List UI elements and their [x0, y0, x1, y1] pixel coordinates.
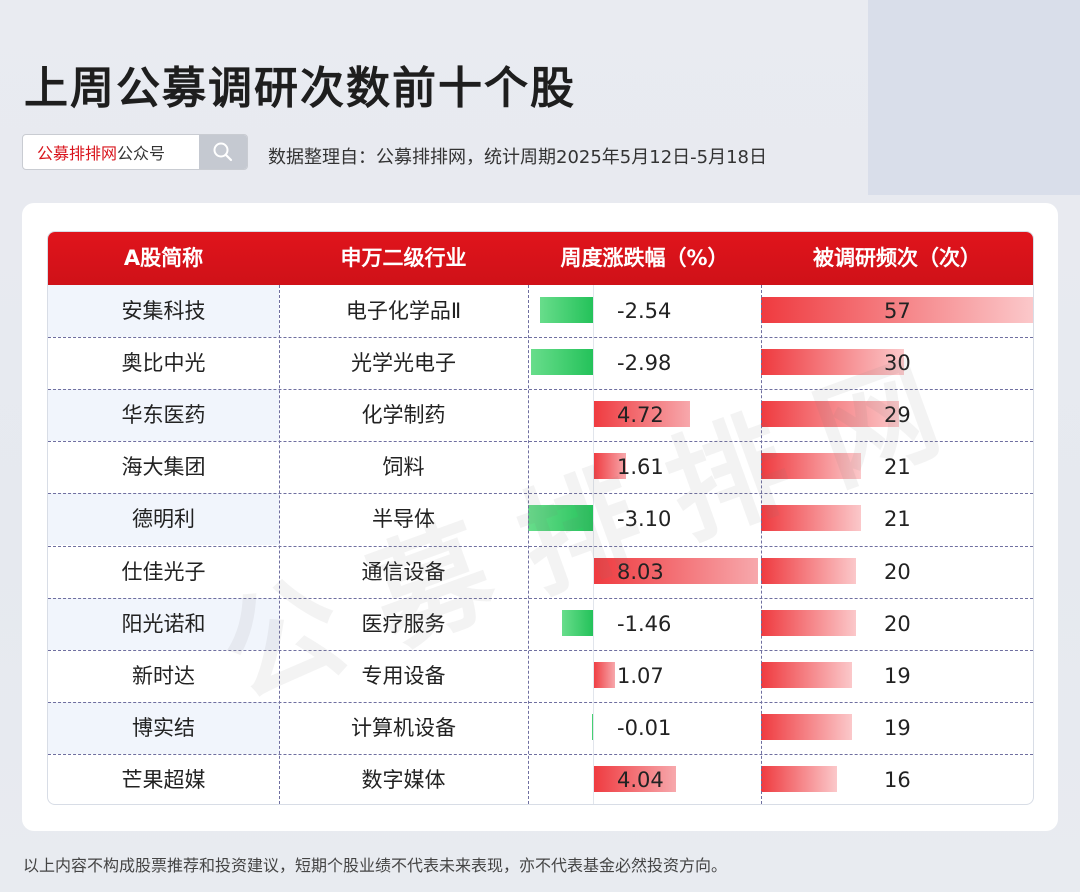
change-value: 4.72 [617, 403, 664, 428]
frequency-bar [761, 713, 852, 740]
table-row: 华东医药 化学制药 4.72 29 [48, 389, 1033, 442]
frequency-value: 57 [884, 299, 911, 323]
table-row: 博实结 计算机设备 -0.01 19 [48, 701, 1033, 754]
frequency-value: 21 [884, 507, 911, 532]
table-row: 德明利 半导体 -3.10 21 [48, 493, 1033, 546]
change-value: 4.04 [617, 767, 664, 792]
change-bar [562, 609, 593, 636]
table-row: 奥比中光 光学光电子 -2.98 30 [48, 337, 1033, 389]
row-divider [48, 389, 1033, 391]
change-value: -1.46 [617, 611, 672, 636]
frequency-value: 16 [884, 767, 911, 792]
change-bar [539, 297, 593, 323]
change-bar [593, 661, 615, 688]
cell-stock-name: 安集科技 [48, 285, 279, 337]
cell-industry: 半导体 [372, 507, 435, 532]
cell-stock-name: 新时达 [132, 663, 195, 688]
row-divider [48, 701, 1033, 703]
row-divider [48, 597, 1033, 599]
row-divider [48, 545, 1033, 547]
zero-line [593, 285, 594, 804]
search-box[interactable]: 公募排排网公众号 [22, 134, 248, 170]
column-divider [279, 285, 280, 804]
row-divider [48, 337, 1033, 339]
table-row: 芒果超媒 数字媒体 4.04 16 [48, 754, 1033, 804]
cell-stock-name: 奥比中光 [121, 351, 206, 376]
cell-industry: 专用设备 [361, 663, 446, 688]
search-account: 公众号 [117, 144, 166, 163]
change-value: -2.98 [617, 351, 672, 376]
table-row: 阳光诺和 医疗服务 -1.46 20 [48, 597, 1033, 650]
change-bar [593, 401, 690, 428]
change-bar [593, 765, 676, 792]
frequency-bar [761, 349, 905, 376]
header-industry: 申万二级行业 [340, 246, 467, 270]
row-divider [48, 753, 1033, 755]
search-icon [213, 142, 233, 162]
search-button[interactable] [199, 135, 247, 169]
table-row: 仕佳光子 通信设备 8.03 20 [48, 546, 1033, 598]
row-divider [48, 441, 1033, 443]
research-table: A股简称 申万二级行业 周度涨跌幅（%） 被调研频次（次） 安集科技 电子化学品Ⅱ… [47, 231, 1034, 805]
table-row: 新时达 专用设备 1.07 19 [48, 650, 1033, 702]
search-brand: 公募排排网 [37, 144, 118, 163]
table-row: 安集科技 电子化学品Ⅱ -2.54 57 [48, 285, 1033, 337]
cell-industry: 饲料 [382, 455, 425, 480]
cell-stock-name: 芒果超媒 [121, 767, 206, 792]
cell-industry: 电子化学品Ⅱ [345, 299, 462, 323]
table-header: A股简称 申万二级行业 周度涨跌幅（%） 被调研频次（次） [48, 232, 1033, 285]
frequency-value: 19 [884, 663, 911, 688]
frequency-bar [761, 505, 862, 532]
header-weekly-change: 周度涨跌幅（%） [560, 246, 729, 270]
header-research-frequency: 被调研频次（次） [813, 246, 981, 270]
row-divider [48, 493, 1033, 495]
frequency-value: 21 [884, 455, 911, 480]
page-title: 上周公募调研次数前十个股 [24, 63, 576, 114]
frequency-bar [761, 609, 857, 636]
table-row: 海大集团 饲料 1.61 21 [48, 441, 1033, 493]
frequency-bar [761, 765, 838, 792]
cell-stock-name: 华东医药 [48, 389, 279, 442]
frequency-value: 19 [884, 715, 911, 740]
change-bar [593, 557, 758, 584]
cell-stock-name: 阳光诺和 [48, 597, 279, 650]
change-bar [593, 453, 627, 480]
change-value: -3.10 [617, 507, 672, 532]
cell-industry: 数字媒体 [361, 767, 446, 792]
frequency-bar [761, 661, 852, 688]
frequency-bar [761, 401, 900, 428]
cell-stock-name: 海大集团 [121, 455, 206, 480]
search-text: 公募排排网公众号 [23, 140, 199, 164]
cell-stock-name: 博实结 [48, 701, 279, 754]
frequency-value: 20 [884, 611, 911, 636]
change-value: -2.54 [617, 299, 672, 323]
row-divider [48, 649, 1033, 651]
change-value: -0.01 [617, 715, 672, 740]
change-bar [528, 505, 593, 532]
frequency-value: 20 [884, 559, 911, 584]
frequency-bar [761, 453, 862, 480]
data-source-note: 数据整理自：公募排排网，统计周期2025年5月12日-5月18日 [268, 147, 768, 168]
column-divider [761, 285, 762, 804]
change-value: 1.07 [617, 663, 664, 688]
column-divider [528, 285, 529, 804]
cell-stock-name: 仕佳光子 [121, 559, 206, 584]
cell-industry: 化学制药 [361, 403, 446, 428]
cell-industry: 计算机设备 [351, 715, 456, 740]
header-stock-name: A股简称 [123, 246, 204, 270]
frequency-value: 29 [884, 403, 911, 428]
frequency-bar [761, 297, 1033, 323]
background-decoration [868, 0, 1080, 195]
cell-industry: 光学光电子 [351, 351, 456, 376]
change-bar [592, 713, 593, 740]
cell-stock-name: 德明利 [48, 493, 279, 546]
change-bar [530, 349, 593, 376]
cell-industry: 医疗服务 [361, 611, 446, 636]
frequency-bar [761, 557, 857, 584]
frequency-value: 30 [884, 351, 911, 376]
disclaimer: 以上内容不构成股票推荐和投资建议，短期个股业绩不代表未来表现，亦不代表基金必然投… [23, 856, 728, 875]
cell-industry: 通信设备 [361, 559, 446, 584]
change-value: 1.61 [617, 455, 664, 480]
change-value: 8.03 [617, 559, 664, 584]
